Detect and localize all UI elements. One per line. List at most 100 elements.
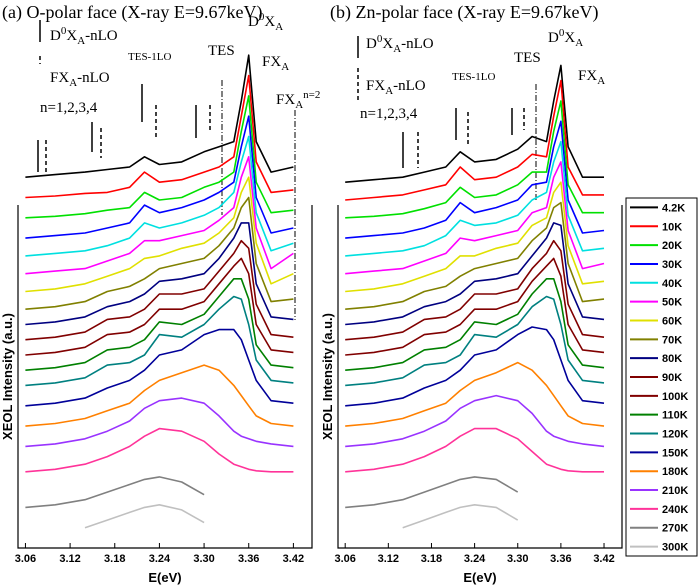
annotation: n=1,2,3,4	[40, 100, 98, 116]
annotation-part: A	[281, 61, 289, 73]
legend-label: 210K	[662, 485, 688, 497]
x-axis-label: E(eV)	[463, 570, 496, 585]
legend-label: 150K	[662, 447, 688, 459]
annotation-part: A	[575, 37, 583, 49]
chart-title: (b) Zn-polar face (X-ray E=9.67keV)	[330, 2, 599, 23]
annotation: D0XA-nLO	[366, 33, 434, 55]
annotation-part: TES-1LO	[128, 51, 171, 63]
legend-label: 30K	[662, 259, 682, 271]
chart-title: (a) O-polar face (X-ray E=9.67keV)	[2, 2, 263, 23]
annotation-part: X	[264, 14, 275, 30]
x-tick-label: 3.12	[59, 553, 80, 565]
spectrum-line	[25, 239, 294, 341]
annotation-part: FX	[262, 54, 281, 70]
annotation: TES	[514, 50, 541, 66]
legend-label: 90K	[662, 372, 682, 384]
annotation-part: D	[50, 28, 61, 44]
annotation: TES	[208, 43, 235, 59]
spectrum-line	[345, 161, 605, 275]
y-axis-label: XEOL Intensity (a.u.)	[320, 313, 335, 440]
legend-label: 110K	[662, 410, 688, 422]
legend-label: 10K	[662, 221, 682, 233]
annotation: FXA	[578, 68, 605, 87]
legend-label: 240K	[662, 504, 688, 516]
annotation-part: A	[393, 43, 401, 55]
spectrum-line	[345, 326, 605, 407]
annotation: FXA	[262, 54, 289, 73]
legend-label: 50K	[662, 297, 682, 309]
legend-label: 60K	[662, 315, 682, 327]
annotation-part: A	[295, 99, 303, 111]
spectrum-line	[25, 257, 294, 356]
legend-label: 180K	[662, 466, 688, 478]
annotation: TES-1LO	[128, 51, 171, 63]
annotation-part: D	[248, 14, 259, 30]
spectrum-line	[25, 222, 294, 326]
annotation-part: n=2	[303, 89, 320, 101]
spectrum-line	[25, 95, 294, 219]
spectrum-line	[345, 361, 605, 427]
annotation-part: TES-1LO	[452, 71, 495, 83]
spectrum-line	[25, 196, 294, 310]
annotation-part: A	[77, 35, 85, 47]
annotation-part: 0	[259, 11, 265, 23]
annotation-part: -nLO	[393, 78, 426, 94]
x-tick-label: 3.12	[378, 553, 399, 565]
x-tick-label: 3.06	[15, 553, 36, 565]
annotation-part: A	[597, 75, 605, 87]
spectrum-line	[345, 257, 605, 356]
legend-label: 80K	[662, 353, 682, 365]
spectrum-line	[345, 394, 605, 448]
spectrum-line	[402, 504, 519, 529]
spectrum-line	[25, 135, 294, 257]
spectrum-line	[345, 100, 604, 219]
annotation-part: X	[66, 28, 77, 44]
spectrum-line	[25, 295, 294, 387]
spectrum-line	[345, 222, 605, 326]
x-tick-label: 3.42	[283, 553, 304, 565]
annotation: FXA-nLO	[366, 78, 426, 97]
legend-label: 120K	[662, 429, 688, 441]
annotation-part: n=1,2,3,4	[40, 100, 98, 116]
annotation: D0XA-nLO	[50, 25, 118, 47]
spectrum-line	[345, 64, 604, 183]
x-tick-label: 3.18	[421, 553, 442, 565]
spectrum-line	[25, 364, 294, 427]
annotation-part: 0	[61, 25, 67, 37]
x-tick-label: 3.24	[149, 553, 171, 565]
legend-label: 300K	[662, 542, 688, 554]
spectrum-line	[25, 176, 294, 293]
spectrum-line	[345, 427, 604, 473]
annotation-part: FX	[578, 68, 597, 84]
x-tick-label: 3.30	[193, 553, 214, 565]
x-tick-label: 3.18	[104, 553, 125, 565]
y-axis-label: XEOL Intensity (a.u.)	[0, 313, 15, 440]
annotation: FXAn=2	[276, 89, 320, 111]
spectrum-line	[25, 476, 205, 509]
annotation-part: D	[548, 30, 559, 46]
spectrum-line	[25, 54, 294, 178]
annotation: FXA-nLO	[50, 70, 110, 89]
annotation-part: -nLO	[77, 70, 110, 86]
spectrum-line	[345, 239, 605, 341]
annotation-part: X	[564, 30, 575, 46]
spectrum-line	[345, 120, 605, 239]
spectrum-line	[25, 328, 294, 407]
annotation-part: D	[366, 36, 377, 52]
plot-frame	[337, 205, 623, 549]
legend-label: 100K	[662, 391, 688, 403]
annotation: D0XA	[548, 27, 583, 49]
spectrum-line	[345, 295, 605, 387]
spectrum-line	[345, 201, 605, 310]
arrows	[37, 20, 537, 320]
annotation-part: -nLO	[401, 36, 434, 52]
legend-label: 70K	[662, 334, 682, 346]
x-tick-label: 3.30	[507, 553, 528, 565]
annotation-part: n=1,2,3,4	[360, 106, 418, 122]
annotation-part: FX	[50, 70, 69, 86]
annotation: TES-1LO	[452, 71, 495, 83]
spectrum-line	[25, 74, 294, 199]
spectrum-line	[84, 504, 205, 529]
legend-label: 20K	[662, 240, 682, 252]
x-tick-label: 3.42	[593, 553, 614, 565]
